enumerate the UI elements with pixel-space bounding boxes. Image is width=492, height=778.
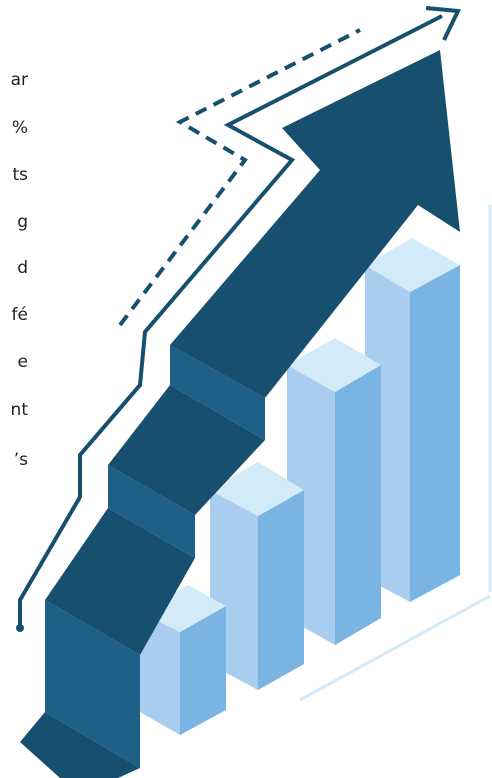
cropped-text: ar% ts g d fé e nt ’s <box>11 70 29 470</box>
bar-face <box>180 606 226 735</box>
bar-face <box>335 365 381 645</box>
stair-arrow <box>20 50 460 778</box>
text-fragment: % <box>12 118 28 138</box>
text-fragment: e <box>18 352 28 372</box>
text-fragment: nt <box>11 400 29 420</box>
text-fragment: ’s <box>14 450 28 470</box>
text-fragment: g <box>17 212 28 232</box>
trend-dot <box>16 624 24 632</box>
arrow-face <box>45 600 140 768</box>
text-fragment: fé <box>12 305 28 325</box>
arrow-step <box>45 508 195 655</box>
text-fragment: d <box>17 258 28 278</box>
bar-top <box>287 338 381 392</box>
arrow-base <box>20 712 140 778</box>
trend-arrowhead <box>425 6 462 41</box>
bar-face <box>140 612 180 735</box>
bar-face <box>410 265 460 602</box>
frame-line <box>299 594 491 702</box>
bar-top <box>210 462 304 516</box>
arrow-face <box>170 345 265 440</box>
bar-top <box>365 238 460 292</box>
bar-face <box>258 490 304 690</box>
trend-lines <box>16 6 462 632</box>
arrow-face <box>108 465 195 558</box>
bar-top <box>140 585 226 632</box>
text-fragment: ar <box>11 70 28 90</box>
dashed-trend-line <box>118 28 361 327</box>
text-fragment: ts <box>12 165 28 185</box>
bar-3 <box>287 338 381 645</box>
arrow-step <box>108 385 265 515</box>
frame-lines <box>299 205 492 702</box>
trend-line <box>18 14 443 628</box>
bar-1 <box>140 585 226 735</box>
arrow-head <box>170 50 460 398</box>
